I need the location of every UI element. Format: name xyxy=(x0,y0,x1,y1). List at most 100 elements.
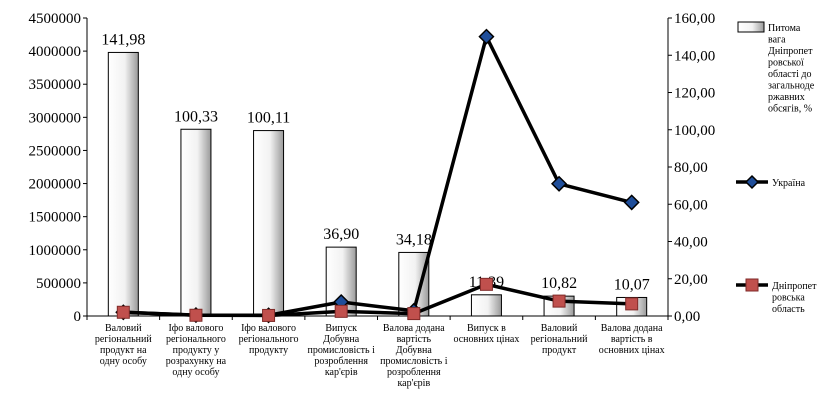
left-tick-label: 3500000 xyxy=(29,77,82,93)
category-label-line: регіональний xyxy=(95,334,152,345)
category-label-line: Валовий xyxy=(541,323,578,334)
bar xyxy=(253,130,285,317)
dnipro-line xyxy=(123,282,632,318)
legend-label-line: обсягів, % xyxy=(768,104,812,115)
dnipro-marker xyxy=(262,308,276,322)
category-label: Випуск в основних цінах xyxy=(453,323,519,345)
category-label-line: продукту xyxy=(249,345,288,356)
category-label-line: Валова додана xyxy=(601,323,663,334)
dnipro-marker xyxy=(625,297,639,311)
left-tick-label: 4000000 xyxy=(29,44,82,60)
category-label: Валовий регіональний продукт на одну особу xyxy=(95,323,152,367)
dnipro-marker xyxy=(407,307,421,321)
left-tick-label: 4500000 xyxy=(29,11,82,27)
dnipro-marker xyxy=(189,308,203,322)
category-label-line: промисловість і xyxy=(307,345,375,356)
legend-label-line: загальноде xyxy=(768,81,815,92)
category-label-line: Іфо валового xyxy=(168,323,223,334)
bar-data-label: 100,11 xyxy=(247,110,290,127)
category-label-line: продукту у xyxy=(173,345,220,356)
dnipro-marker xyxy=(116,305,130,319)
category-label: Іфо валового регіонального продукту у розра… xyxy=(166,323,227,378)
bar-data-label: 10,07 xyxy=(614,276,650,293)
category-label-line: регіонального xyxy=(239,334,299,345)
bar xyxy=(180,128,212,317)
legend-label-line: Питома xyxy=(768,23,801,34)
right-tick-label: 0,00 xyxy=(674,309,700,325)
legend-swatch-dnipro-marker xyxy=(745,278,759,292)
category-label-line: кар'єрів xyxy=(325,367,358,378)
right-tick-label: 160,00 xyxy=(674,11,715,27)
dnipro-marker xyxy=(479,277,493,291)
category-label-line: Добувна xyxy=(323,334,360,345)
dnipro-marker xyxy=(334,304,348,318)
legend-label-ukraine: Україна xyxy=(772,178,806,189)
category-label-line: вартість в xyxy=(611,334,653,345)
legend-label-bar: Питома вага Дніпропет ровської області до заг… xyxy=(768,23,815,115)
left-tick-label: 0 xyxy=(74,309,82,325)
legend-swatch-ukraine-marker xyxy=(744,174,760,190)
right-tick-label: 140,00 xyxy=(674,48,715,64)
right-tick-label: 120,00 xyxy=(674,86,715,102)
left-tick-label: 3000000 xyxy=(29,110,82,126)
category-label-line: основних цінах xyxy=(599,345,665,356)
category-label-line: розрахунку на xyxy=(166,356,227,367)
bar xyxy=(470,294,502,317)
category-label-line: Випуск xyxy=(325,323,357,334)
legend-label-line: область xyxy=(772,304,805,315)
category-label-line: розроблення xyxy=(387,367,441,378)
legend-label-line: Дніпропет xyxy=(768,46,813,57)
category-label-line: вартість xyxy=(397,334,432,345)
dnipro-marker xyxy=(552,294,566,308)
legend-label-dnipro: Дніпропет ровська область xyxy=(772,281,817,315)
legend-label-line: вага xyxy=(768,35,786,46)
ukraine-marker xyxy=(623,194,640,211)
category-label: Валова додана вартість Добувна промисловіст… xyxy=(380,323,448,389)
left-tick-label: 1500000 xyxy=(29,210,82,226)
category-label-line: продукт на xyxy=(100,345,147,356)
category-label-line: Валовий xyxy=(105,323,142,334)
category-label-line: розроблення xyxy=(314,356,368,367)
right-tick-label: 20,00 xyxy=(674,272,708,288)
legend-label-line: ровська xyxy=(772,293,805,304)
bar-data-label: 141,98 xyxy=(101,31,145,48)
left-tick-label: 2000000 xyxy=(29,177,82,193)
bar-data-label: 36,90 xyxy=(323,226,359,243)
legend-label-line: ржавних xyxy=(768,92,805,103)
bar xyxy=(107,51,139,317)
category-label: Випуск Добувна промисловість і розроблення к… xyxy=(307,323,375,378)
category-label-line: кар'єрів xyxy=(397,378,430,389)
category-label-line: Випуск в xyxy=(467,323,506,334)
category-label-line: одну особу xyxy=(100,356,147,367)
left-tick-label: 2500000 xyxy=(29,143,82,159)
right-tick-label: 40,00 xyxy=(674,235,708,251)
left-tick-label: 500000 xyxy=(36,276,81,292)
right-tick-label: 60,00 xyxy=(674,197,708,213)
category-label-line: Іфо валового xyxy=(241,323,296,334)
legend-swatch-bar xyxy=(737,21,765,33)
category-label: Іфо валового регіонального продукту xyxy=(239,323,299,356)
legend-label-line: області до xyxy=(768,69,811,80)
right-tick-label: 80,00 xyxy=(674,160,708,176)
category-label: Валовий регіональний продукт xyxy=(531,323,588,356)
category-label-line: Добувна xyxy=(396,345,433,356)
category-label-line: промисловість і xyxy=(380,356,448,367)
category-label-line: регіонального xyxy=(166,334,226,345)
category-label-line: продукт xyxy=(542,345,577,356)
right-tick-label: 100,00 xyxy=(674,123,715,139)
bar-data-label: 100,33 xyxy=(174,108,218,125)
category-label: Валова додана вартість в основних цінах xyxy=(599,323,665,356)
legend-label-line: Дніпропет xyxy=(772,281,817,292)
ukraine-marker xyxy=(551,175,568,192)
category-label-line: одну особу xyxy=(172,367,219,378)
bar-data-label: 10,82 xyxy=(541,275,577,292)
left-tick-label: 1000000 xyxy=(29,243,82,259)
category-label-line: основних цінах xyxy=(453,334,519,345)
legend-label-line: ровської xyxy=(768,58,804,69)
bar-data-label: 34,18 xyxy=(396,231,432,248)
category-label-line: регіональний xyxy=(531,334,588,345)
ukraine-marker xyxy=(478,28,495,45)
category-label-line: Валова додана xyxy=(383,323,445,334)
